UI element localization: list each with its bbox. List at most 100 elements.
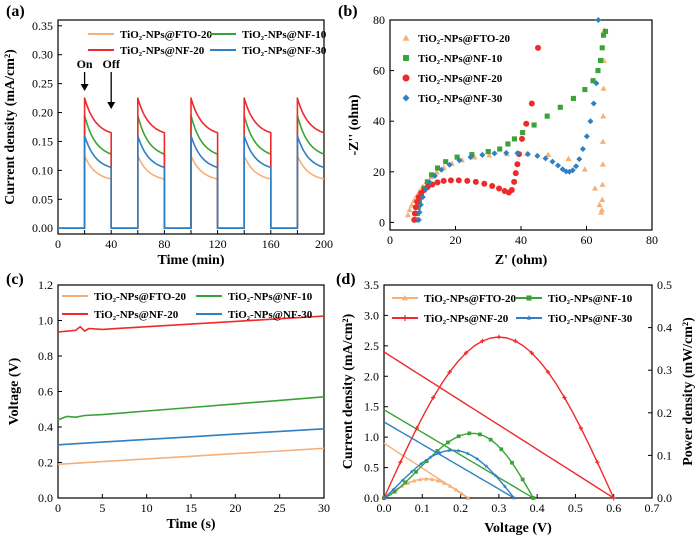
panel-b-point-tio-nps-nf-30: [503, 149, 510, 156]
panel-d-pv-tio-nps-fto-20: [383, 478, 469, 499]
panel-b-point-tio-nps-nf-20: [412, 204, 419, 211]
panel-a-series-tio-nps-nf-30: [58, 134, 325, 229]
panel-d-legend-tio-nps-nf-30-label: TiO₂-NPs@NF-30: [548, 313, 633, 325]
panel-d-pv-point-tio-nps-fto-20: [441, 480, 447, 485]
panel-d-pv-point-tio-nps-nf-20: [496, 334, 502, 340]
panel-c-series-tio-nps-nf-10: [57, 396, 325, 421]
panel-b-point-tio-nps-fto-20: [599, 196, 606, 203]
panel-d: 0.0 0.1 0.2 0.3 0.4 0.5 0.6 0.70.00.51.01.52.02…: [336, 271, 696, 536]
panel-b-point-tio-nps-nf-30: [456, 157, 463, 164]
panel-d-y2tick-label: 0.4: [657, 321, 672, 335]
panel-d-pv-point-tio-nps-fto-20: [466, 495, 471, 500]
panel-d-pv-point-tio-nps-nf-10: [478, 432, 482, 437]
panel-d-pv-point-tio-nps-nf-30: [400, 478, 405, 483]
panel-a-ytick-label: 0.30: [32, 48, 53, 62]
panel-d-xtick-label: 0.1: [415, 501, 430, 515]
panel-b-point-tio-nps-nf-20: [496, 185, 503, 192]
panel-d-legend-tio-nps-nf-30-marker: [526, 315, 532, 321]
panel-b-point-tio-nps-nf-10: [599, 45, 605, 51]
panel-b-point-tio-nps-nf-30: [419, 194, 426, 201]
panel-c-legend-tio-nps-nf-20-label: TiO₂-NPs@NF-20: [94, 309, 179, 321]
panel-b-xlabel: Z' (ohm): [495, 253, 548, 268]
panel-d-pv-tio-nps-nf-30: [383, 449, 515, 499]
panel-c-series-tio-nps-fto-20: [57, 447, 325, 466]
panel-b-point-tio-nps-nf-20: [481, 180, 488, 187]
panel-b-ytick-label: 80: [373, 13, 385, 27]
panel-b-point-tio-nps-nf-30: [534, 152, 541, 159]
panel-b-point-tio-nps-nf-10: [602, 28, 609, 34]
panel-d-pv-point-tio-nps-nf-30: [447, 448, 452, 453]
panel-b-point-tio-nps-nf-30: [431, 172, 438, 179]
panel-b-legend-label-tio-nps-fto-20: TiO₂-NPs@FTO-20: [418, 33, 510, 45]
panel-b-point-tio-nps-fto-20: [565, 155, 572, 162]
panel-d-pv-point-tio-nps-nf-10: [392, 489, 397, 494]
panel-c-xtick-label: 25: [274, 501, 286, 515]
panel-d-legend-tio-nps-nf-10-marker: [526, 295, 532, 301]
panel-b-point-tio-nps-fto-20: [598, 206, 605, 213]
panel-b-point-tio-nps-nf-10: [511, 136, 517, 142]
panel-d-legend-tio-nps-fto-20-marker: [402, 295, 408, 301]
panel-d-y2tick-label: 0.0: [657, 491, 672, 505]
panel-b-point-tio-nps-fto-20: [406, 206, 413, 213]
panel-b-point-tio-nps-nf-20: [528, 100, 535, 107]
panel-b-point-tio-nps-fto-20: [592, 185, 599, 191]
panel-b-point-tio-nps-nf-30: [549, 158, 556, 165]
panel-b-point-tio-nps-nf-10: [590, 78, 596, 84]
panel-c-ytick-label: 0.2: [38, 456, 53, 470]
panel-d-pv-point-tio-nps-nf-30: [419, 461, 424, 466]
panel-b-point-tio-nps-nf-30: [479, 151, 486, 158]
panel-b-point-tio-nps-nf-10: [505, 141, 511, 147]
panel-b-point-tio-nps-nf-10: [520, 130, 526, 136]
panel-d-pv-point-tio-nps-nf-20: [398, 459, 403, 465]
panel-b-legend-marker-tio-nps-nf-30: [402, 94, 410, 102]
panel-b-point-tio-nps-nf-30: [446, 161, 453, 168]
panel-b-point-tio-nps-nf-30: [524, 151, 531, 158]
panel-b-point-tio-nps-nf-10: [454, 154, 460, 160]
panel-d-ytick-label: 1.5: [364, 400, 379, 414]
panel-d-pv-point-tio-nps-nf-10: [499, 447, 504, 452]
panel-d-pv-point-tio-nps-nf-20: [414, 425, 420, 431]
panel-b-point-tio-nps-nf-20: [489, 182, 496, 189]
panel-c-ytick-label: 0.6: [38, 385, 53, 399]
panel-a-xtick-label: 160: [262, 237, 280, 251]
panel-d-pv-point-tio-nps-nf-20: [595, 459, 600, 465]
panel-c-label: (c): [6, 271, 24, 288]
panel-b-point-tio-nps-fto-20: [581, 166, 588, 172]
panel-d-pv-point-tio-nps-nf-20: [529, 350, 534, 356]
panel-a-ytick-label: 0.00: [32, 221, 53, 235]
panel-a-arrow-head: [80, 84, 89, 91]
panel-a: 0 40 80 120 160 200 0.00 0.05 0.10 0.15 0.20 0.25 0.…: [3, 3, 333, 268]
panel-b-legend-label-tio-nps-nf-30: TiO₂-NPs@NF-30: [418, 93, 503, 105]
panel-a-xtick-label: 40: [105, 237, 117, 251]
panel-b-point-tio-nps-nf-20: [535, 44, 542, 51]
panel-b: 0 20 40 60 80 0 20 40 60 80 Z' (ohm) -Z'' (ohm) (b) T…: [338, 3, 658, 268]
panel-d-ytick-label: 2.5: [364, 339, 379, 353]
panel-b-ytick-label: 40: [373, 114, 385, 128]
panel-d-pv-point-tio-nps-nf-20: [578, 425, 584, 431]
panel-b-point-tio-nps-nf-10: [582, 87, 588, 93]
panel-b-ylabel: -Z'' (ohm): [347, 94, 362, 155]
panel-d-pv-point-tio-nps-nf-30: [493, 473, 498, 478]
panel-b-point-tio-nps-fto-20: [600, 113, 607, 119]
panel-c-ytick-label: 1.0: [38, 314, 53, 328]
panel-d-y2tick-label: 0.5: [657, 278, 672, 292]
panel-d-jv-tio-nps-nf-20: [383, 351, 615, 499]
panel-b-xtick-label: 40: [515, 233, 527, 247]
panel-b-point-tio-nps-nf-20: [518, 135, 525, 142]
panel-d-ylabel: Current density (mA/cm²): [341, 313, 356, 469]
panel-a-annotation-on: On: [77, 57, 93, 71]
panel-b-point-tio-nps-nf-20: [523, 120, 530, 127]
panel-d-pv-point-tio-nps-nf-20: [611, 495, 616, 501]
panel-d-xtick-label: 0.7: [645, 501, 660, 515]
panel-b-point-tio-nps-nf-20: [472, 178, 479, 185]
panel-b-point-tio-nps-nf-10: [544, 113, 550, 119]
panel-c-xtick-label: 10: [141, 501, 153, 515]
panel-c-xtick-label: 5: [99, 501, 105, 515]
panel-b-point-tio-nps-nf-20: [455, 177, 462, 184]
panel-b-point-tio-nps-nf-30: [416, 209, 423, 216]
panel-d-pv-point-tio-nps-nf-30: [428, 455, 433, 460]
panel-b-point-tio-nps-nf-10: [600, 32, 607, 38]
panel-b-point-tio-nps-nf-10: [570, 95, 576, 101]
panel-d-pv-point-tio-nps-nf-30: [391, 487, 396, 492]
panel-b-point-tio-nps-nf-30: [542, 155, 549, 162]
